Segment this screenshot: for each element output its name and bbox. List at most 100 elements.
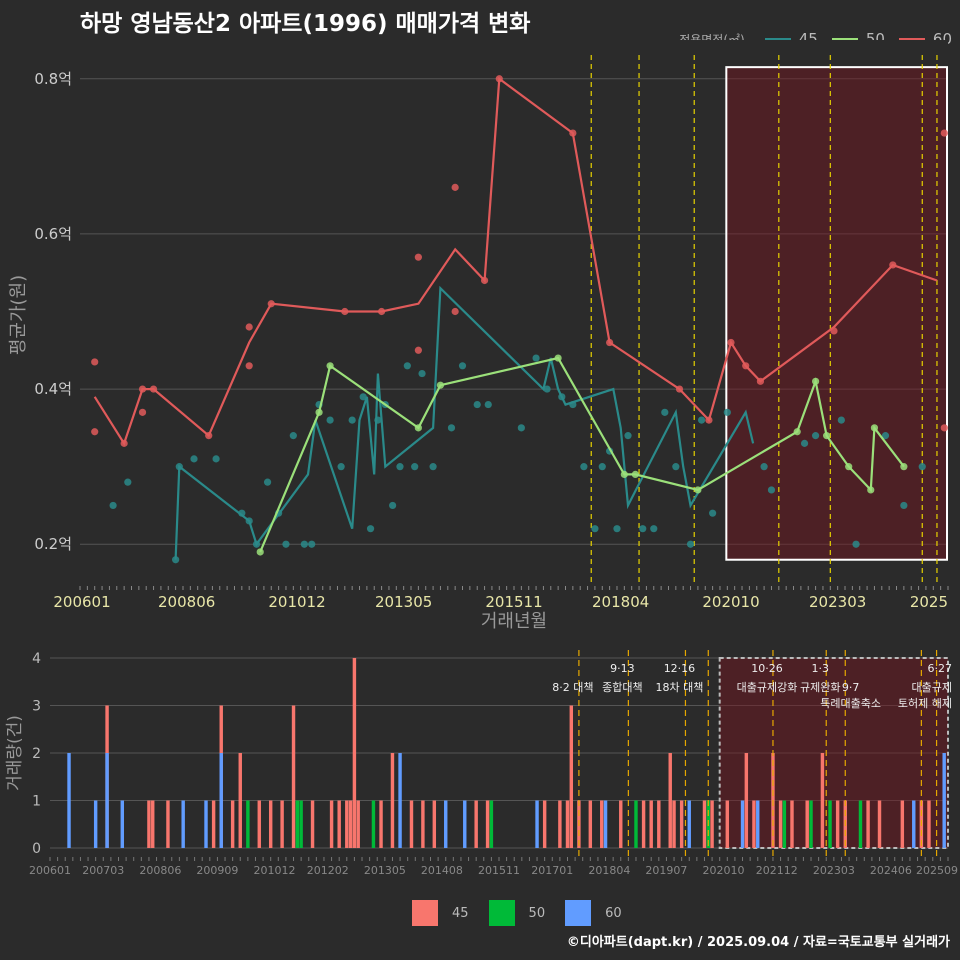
volume-bar-45	[679, 800, 684, 848]
price-x-tick-label: 202303	[809, 593, 866, 611]
price-point-60	[91, 428, 99, 436]
price-point-45	[661, 408, 669, 416]
volume-bar-45	[927, 800, 931, 848]
volume-bar-45	[588, 800, 593, 848]
price-point-45	[403, 362, 411, 370]
volume-x-tick-label: 202010	[703, 864, 745, 877]
volume-y-axis-title: 거래량(건)	[5, 715, 25, 791]
volume-bar-45	[356, 800, 360, 848]
bar-legend-label-60: 60	[605, 905, 622, 921]
bar-legend-swatch-50	[488, 900, 515, 926]
bar-legend-item-50: 50	[488, 900, 546, 926]
volume-x-tick-label: 201701	[531, 864, 573, 877]
price-point-60	[138, 408, 147, 416]
volume-x-tick-label: 201907	[645, 864, 687, 877]
volume-bar-45	[147, 800, 151, 848]
price-line-50	[259, 356, 905, 553]
volume-bar-45	[230, 800, 235, 848]
volume-bar-60	[67, 753, 71, 848]
price-point-45	[212, 455, 220, 463]
volume-bar-45	[752, 800, 756, 848]
volume-bar-45	[329, 800, 334, 848]
volume-x-tick-label: 200909	[196, 864, 238, 877]
price-point-45	[723, 408, 731, 416]
price-point-45	[359, 393, 367, 401]
volume-bar-60	[219, 753, 223, 848]
volume-bar-45	[390, 753, 395, 848]
price-chart: 0.2억 0.4억 0.6억 0.8억 200601 200806 201012 201305…	[8, 40, 949, 632]
volume-x-tick-label: 202509	[916, 864, 958, 877]
volume-bar-45	[744, 753, 749, 848]
volume-bar-45	[569, 705, 574, 848]
price-point-45	[366, 525, 375, 533]
volume-bar-60	[181, 800, 185, 848]
volume-bar-45	[565, 800, 570, 848]
price-point-45	[881, 432, 890, 440]
price-point-45	[543, 385, 551, 393]
policy-annotation: 10·26	[751, 662, 783, 675]
volume-bar-45	[409, 800, 414, 848]
volume-bar-45	[345, 800, 349, 848]
price-point-45	[852, 540, 860, 548]
volume-bar-60	[740, 800, 745, 848]
volume-bar-50	[809, 800, 813, 848]
legend-line-45	[764, 37, 791, 41]
price-point-45	[598, 463, 606, 471]
legend-line-60	[898, 37, 925, 41]
volume-bar-45	[805, 800, 809, 848]
price-point-45	[591, 525, 599, 533]
volume-bar-45	[657, 800, 661, 848]
price-point-45	[624, 432, 632, 440]
volume-bar-45	[348, 800, 353, 848]
volume-y-tick-label: 1	[32, 794, 41, 810]
price-point-60	[245, 362, 253, 370]
volume-bar-45	[310, 800, 315, 848]
price-point-45	[190, 455, 198, 463]
price-point-45	[326, 416, 334, 424]
price-point-45	[458, 362, 467, 370]
price-point-60	[414, 346, 422, 354]
volume-bar-60	[120, 800, 125, 848]
volume-x-tick-label: 201202	[307, 864, 349, 877]
price-point-45	[532, 354, 540, 362]
volume-bar-45	[166, 800, 170, 848]
price-x-axis-title: 거래년월	[481, 611, 547, 632]
policy-annotation: 대출규제	[912, 681, 952, 694]
price-x-tick-label: 201305	[375, 593, 432, 611]
volume-bar-45	[432, 800, 437, 848]
bar-legend-label-45: 45	[452, 905, 469, 921]
price-point-45	[760, 463, 768, 471]
policy-annotation: 8·2 대책	[552, 681, 593, 694]
price-y-tick-label: 0.4억	[34, 380, 72, 398]
price-point-45	[639, 525, 647, 533]
price-point-45	[837, 416, 845, 424]
volume-x-tick-label: 200601	[29, 864, 71, 877]
volume-bar-50	[489, 800, 494, 848]
price-x-tick-label: 200601	[53, 593, 110, 611]
volume-bar-45	[379, 800, 383, 848]
policy-annotation: 18차 대책	[656, 681, 704, 694]
volume-x-tick-label: 200703	[82, 864, 124, 877]
price-point-45	[900, 501, 908, 510]
volume-y-tick-label: 2	[32, 746, 41, 762]
policy-annotation: 특례대출축소	[820, 697, 881, 710]
volume-bar-60	[204, 800, 208, 848]
volume-y-tick-label: 0	[32, 841, 41, 857]
price-x-tick-label: 201804	[592, 593, 649, 611]
volume-bar-45	[702, 800, 707, 848]
bar-legend-label-50: 50	[528, 905, 546, 921]
price-point-45	[686, 540, 695, 548]
bar-legend-item-45: 45	[412, 900, 469, 926]
volume-bar-45	[352, 658, 357, 848]
volume-bar-50	[634, 800, 638, 848]
volume-y-tick-label: 3	[32, 699, 41, 715]
price-y-tick-label: 0.8억	[34, 70, 72, 88]
page-title: 하망 영남동산2 아파트(1996) 매매가격 변화	[80, 11, 531, 37]
volume-bar-60	[93, 800, 98, 848]
price-point-45	[697, 416, 706, 424]
volume-bar-45	[268, 800, 273, 848]
volume-chart: 0 1 2 3 4 8·2 대책 9·13 종합대책 12·16 18차 대책 10·26 대출규제강…	[5, 650, 958, 877]
bar-legend-swatch-60	[565, 900, 592, 926]
price-x-tick-label: 201012	[268, 593, 325, 611]
price-point-45	[613, 525, 621, 533]
